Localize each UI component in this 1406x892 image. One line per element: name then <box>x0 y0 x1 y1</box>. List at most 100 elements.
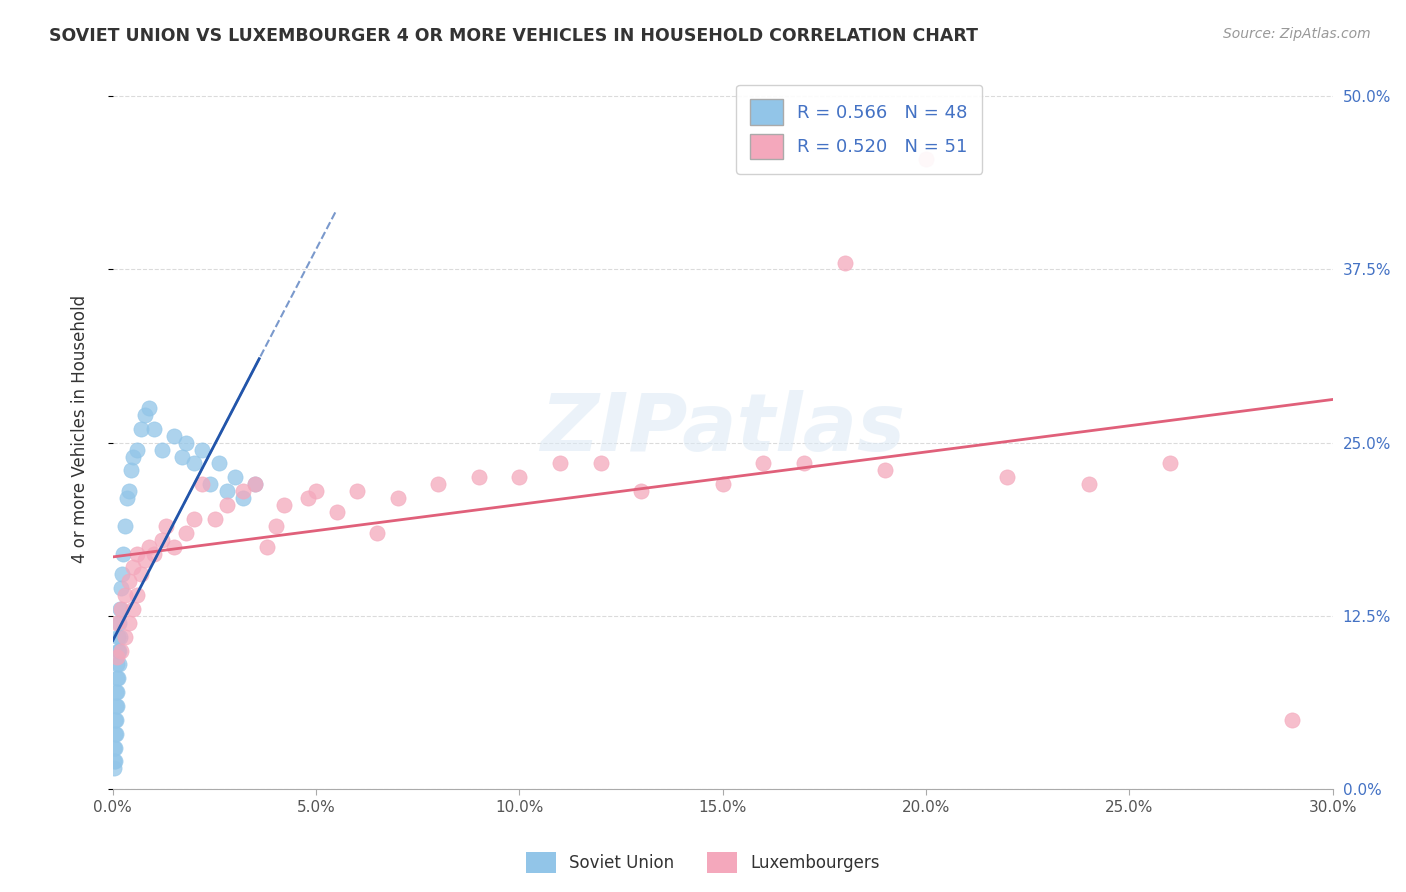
Point <box>122 602 145 616</box>
Legend: R = 0.566   N = 48, R = 0.520   N = 51: R = 0.566 N = 48, R = 0.520 N = 51 <box>735 85 983 174</box>
Point <box>1159 457 1181 471</box>
Point <box>150 442 173 457</box>
Point <box>131 567 153 582</box>
Text: Source: ZipAtlas.com: Source: ZipAtlas.com <box>1223 27 1371 41</box>
Point <box>232 491 254 505</box>
Point <box>104 727 127 741</box>
Point <box>174 525 197 540</box>
Point <box>191 442 214 457</box>
Point <box>366 525 388 540</box>
Point <box>105 615 128 630</box>
Point <box>224 470 246 484</box>
Point <box>752 457 775 471</box>
Point <box>118 615 141 630</box>
Point <box>115 491 138 505</box>
Point <box>138 540 160 554</box>
Point <box>104 698 127 713</box>
Point <box>508 470 530 484</box>
Point <box>711 477 734 491</box>
Point <box>305 484 328 499</box>
Point <box>107 643 129 657</box>
Point <box>107 630 129 644</box>
Point <box>114 519 136 533</box>
Point <box>108 602 131 616</box>
Point <box>427 477 450 491</box>
Point <box>105 671 128 685</box>
Point <box>127 442 149 457</box>
Point <box>111 547 134 561</box>
Point <box>108 630 131 644</box>
Point <box>114 630 136 644</box>
Point <box>103 761 125 775</box>
Point <box>387 491 409 505</box>
Point <box>105 657 128 672</box>
Point <box>1077 477 1099 491</box>
Point <box>163 429 186 443</box>
Point <box>142 547 165 561</box>
Point <box>122 560 145 574</box>
Point <box>103 740 125 755</box>
Point <box>630 484 652 499</box>
Point <box>548 457 571 471</box>
Point <box>105 713 128 727</box>
Point <box>103 755 125 769</box>
Point <box>104 713 127 727</box>
Point <box>120 463 142 477</box>
Point <box>105 650 128 665</box>
Point <box>243 477 266 491</box>
Point <box>325 505 347 519</box>
Point <box>297 491 319 505</box>
Point <box>122 450 145 464</box>
Point <box>468 470 491 484</box>
Point <box>174 435 197 450</box>
Text: SOVIET UNION VS LUXEMBOURGER 4 OR MORE VEHICLES IN HOUSEHOLD CORRELATION CHART: SOVIET UNION VS LUXEMBOURGER 4 OR MORE V… <box>49 27 979 45</box>
Point <box>105 685 128 699</box>
Point <box>264 519 287 533</box>
Point <box>232 484 254 499</box>
Point <box>215 484 238 499</box>
Point <box>793 457 815 471</box>
Point <box>127 547 149 561</box>
Point <box>104 740 127 755</box>
Point <box>111 567 134 582</box>
Point <box>243 477 266 491</box>
Point <box>118 484 141 499</box>
Point <box>110 602 132 616</box>
Point <box>997 470 1019 484</box>
Point <box>104 727 127 741</box>
Y-axis label: 4 or more Vehicles in Household: 4 or more Vehicles in Household <box>72 294 89 563</box>
Point <box>191 477 214 491</box>
Point <box>183 512 205 526</box>
Point <box>127 588 149 602</box>
Point <box>1281 713 1303 727</box>
Point <box>134 553 156 567</box>
Point <box>915 152 938 166</box>
Point <box>134 408 156 422</box>
Point <box>114 588 136 602</box>
Point <box>155 519 177 533</box>
Point <box>200 477 222 491</box>
Point <box>170 450 193 464</box>
Point <box>273 498 295 512</box>
Point <box>150 533 173 547</box>
Point <box>105 685 128 699</box>
Point <box>107 671 129 685</box>
Point <box>346 484 368 499</box>
Point <box>107 657 129 672</box>
Point <box>183 457 205 471</box>
Text: ZIPatlas: ZIPatlas <box>540 390 905 467</box>
Point <box>589 457 612 471</box>
Point <box>142 422 165 436</box>
Point <box>207 457 229 471</box>
Point <box>118 574 141 589</box>
Point <box>215 498 238 512</box>
Point <box>104 755 127 769</box>
Legend: Soviet Union, Luxembourgers: Soviet Union, Luxembourgers <box>519 846 887 880</box>
Point <box>108 643 131 657</box>
Point <box>204 512 226 526</box>
Point <box>108 615 131 630</box>
Point <box>110 581 132 595</box>
Point <box>163 540 186 554</box>
Point <box>110 643 132 657</box>
Point <box>138 401 160 415</box>
